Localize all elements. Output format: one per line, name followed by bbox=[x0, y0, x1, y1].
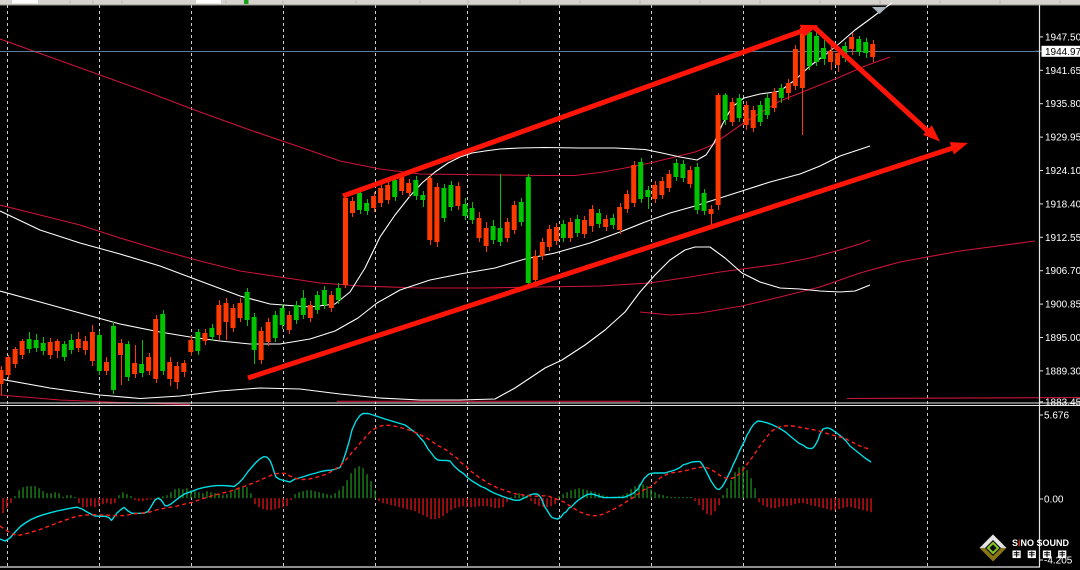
svg-text:1944.97: 1944.97 bbox=[1045, 47, 1080, 58]
svg-text:1912.55: 1912.55 bbox=[1045, 233, 1080, 244]
svg-text:0.00: 0.00 bbox=[1044, 495, 1064, 506]
svg-text:1947.50: 1947.50 bbox=[1045, 32, 1080, 43]
svg-text:1918.40: 1918.40 bbox=[1045, 199, 1080, 210]
svg-text:5.676: 5.676 bbox=[1044, 411, 1069, 422]
svg-text:1906.70: 1906.70 bbox=[1045, 266, 1080, 277]
svg-text:1929.95: 1929.95 bbox=[1045, 133, 1080, 144]
svg-text:-4.205: -4.205 bbox=[1044, 556, 1073, 567]
svg-text:1941.65: 1941.65 bbox=[1045, 66, 1080, 77]
svg-text:1924.10: 1924.10 bbox=[1045, 166, 1080, 177]
svg-text:1895.00: 1895.00 bbox=[1045, 333, 1080, 344]
svg-text:1935.80: 1935.80 bbox=[1045, 99, 1080, 110]
svg-text:1889.30: 1889.30 bbox=[1045, 366, 1080, 377]
svg-text:SiNO SOUND: SiNO SOUND bbox=[1012, 538, 1070, 548]
svg-text:1883.45: 1883.45 bbox=[1045, 397, 1080, 408]
svg-text:1900.85: 1900.85 bbox=[1045, 300, 1080, 311]
